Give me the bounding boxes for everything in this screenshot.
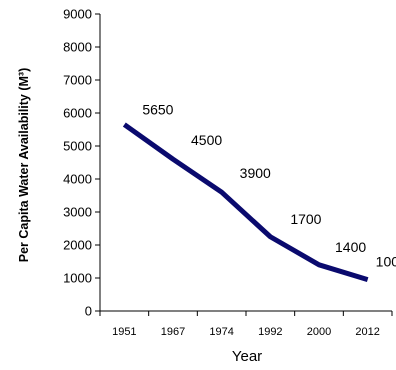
data-label: 1700 [290, 211, 321, 227]
x-tick-label: 1974 [209, 326, 233, 338]
data-label: 4500 [191, 132, 222, 148]
series-line [122, 122, 369, 283]
y-tick-label: 1000 [63, 271, 92, 286]
series [122, 122, 369, 283]
x-axis-title: Year [232, 348, 262, 365]
data-labels: 5650 4500 3900 1700 1400 1000 [142, 102, 396, 270]
x-axis: 1951 1967 1974 1992 2000 2012 [99, 310, 393, 338]
y-tick-label: 3000 [63, 205, 92, 220]
y-axis: 0 1000 2000 3000 4000 5000 6000 7000 8000 9000 [63, 7, 101, 319]
x-tick-label: 1967 [161, 326, 185, 338]
x-tick-label: 1951 [112, 326, 136, 338]
y-tick-label: 0 [85, 304, 92, 319]
x-tick-label: 2012 [355, 326, 379, 338]
data-label: 1400 [335, 239, 366, 255]
y-axis-title: Per Capita Water Availability (M³) [17, 68, 31, 262]
data-label: 5650 [142, 102, 173, 118]
x-tick-label: 2000 [307, 326, 331, 338]
y-tick-label: 4000 [63, 172, 92, 187]
data-label: 3900 [240, 165, 271, 181]
y-tick-label: 2000 [63, 238, 92, 253]
data-label: 1000 [376, 254, 396, 270]
y-tick-label: 8000 [63, 40, 92, 55]
y-tick-label: 9000 [63, 7, 92, 22]
y-tick-label: 5000 [63, 139, 92, 154]
y-tick-label: 7000 [63, 73, 92, 88]
y-tick-label: 6000 [63, 106, 92, 121]
x-tick-label: 1992 [258, 326, 282, 338]
